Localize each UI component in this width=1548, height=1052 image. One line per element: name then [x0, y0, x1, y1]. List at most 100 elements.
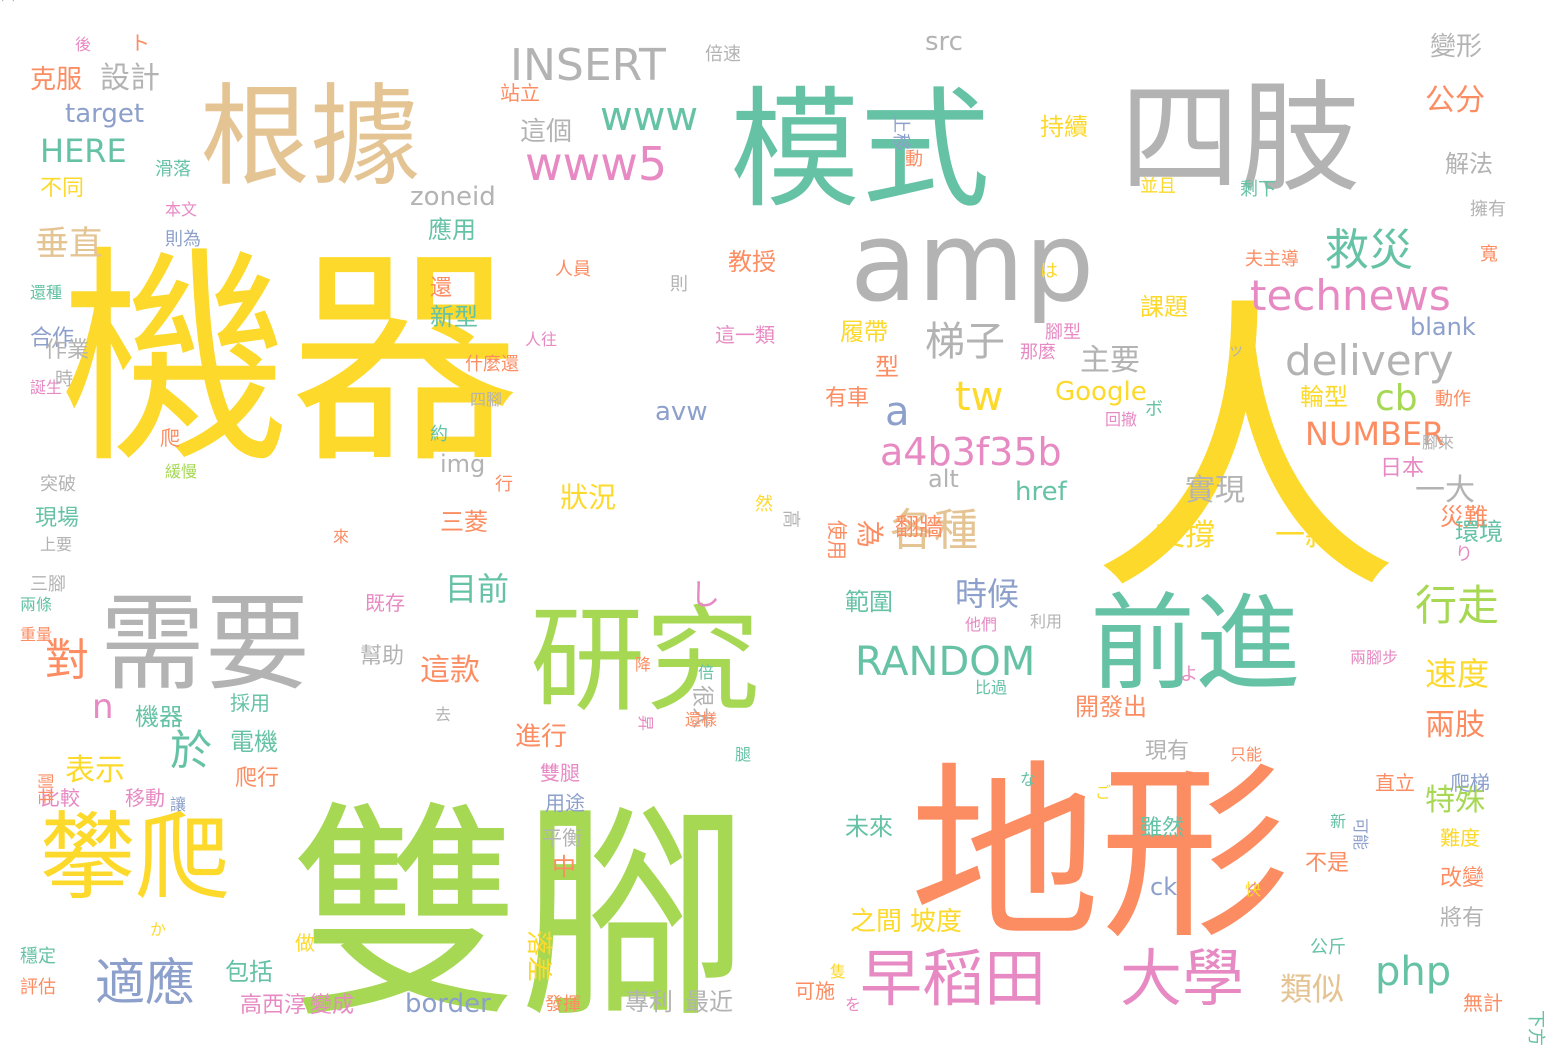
cloud-word: 模式: [730, 74, 990, 226]
cloud-word: zoneid: [410, 182, 496, 212]
cloud-word: し: [690, 578, 720, 613]
cloud-word: 新: [1330, 812, 1346, 831]
cloud-word: 兩肢: [1425, 708, 1485, 743]
cloud-word: 持續: [1040, 113, 1088, 141]
cloud-word: 速度: [1425, 655, 1489, 693]
cloud-word: amp: [850, 198, 1094, 326]
cloud-word: 倍速: [705, 44, 741, 65]
cloud-word: 機器: [135, 703, 183, 731]
cloud-word: 來: [333, 527, 349, 546]
cloud-word: Google: [1055, 377, 1147, 407]
cloud-word: 時: [55, 369, 73, 390]
cloud-word: 改變: [1440, 866, 1484, 891]
cloud-word: 有車: [825, 386, 869, 411]
cloud-word: 變成: [310, 993, 354, 1018]
cloud-word: 為: [853, 520, 886, 548]
cloud-word: 什麼還: [465, 354, 519, 375]
cloud-word: ck: [1150, 873, 1177, 901]
cloud-word: 回撤: [1105, 410, 1137, 429]
cloud-word: 幫助: [360, 644, 404, 669]
cloud-word: NUMBER: [1305, 415, 1444, 453]
cloud-word: HERE: [40, 132, 127, 170]
cloud-word: 可施: [795, 979, 835, 1003]
cloud-word: 時候: [955, 575, 1019, 613]
cloud-word: 昇: [636, 715, 655, 731]
cloud-word: img: [440, 450, 485, 478]
cloud-word: 作業: [45, 338, 89, 363]
cloud-word: 移動: [125, 786, 165, 810]
cloud-word: 剩下: [1240, 179, 1276, 200]
cloud-word: 克服: [30, 65, 82, 95]
cloud-word: 大學: [1120, 942, 1244, 1015]
cloud-word: 利用: [1030, 612, 1062, 631]
cloud-word: 設計: [100, 61, 160, 96]
cloud-word: 爬梯: [1450, 771, 1490, 795]
cloud-word: 中: [552, 853, 576, 881]
cloud-word: 很大: [689, 685, 714, 729]
cloud-word: 進行: [515, 722, 567, 752]
cloud-word: 使用: [825, 520, 849, 560]
cloud-word: 未來: [845, 813, 893, 841]
cloud-word: 則: [670, 274, 688, 295]
cloud-word: 翻牆: [895, 513, 943, 541]
cloud-word: 落差: [523, 930, 553, 982]
cloud-word: 雙腿: [540, 761, 580, 785]
cloud-word: 不同: [40, 176, 84, 201]
cloud-word: 上移: [890, 115, 911, 151]
cloud-word: 救災: [1325, 225, 1413, 276]
cloud-word: 評估: [20, 977, 56, 998]
cloud-word: 可能: [1351, 818, 1370, 850]
cloud-word: 比較: [40, 786, 80, 810]
cloud-word: 狀況: [560, 481, 616, 514]
cloud-word: 上要: [40, 535, 72, 554]
cloud-word: 腳型: [1045, 322, 1081, 343]
cloud-word: border: [405, 989, 491, 1019]
cloud-word: 環境: [1455, 518, 1503, 546]
cloud-word: ら: [1180, 769, 1198, 790]
cloud-word: 高西淳: [240, 993, 306, 1018]
cloud-word: INSERT: [510, 40, 666, 91]
cloud-word: 教授: [728, 248, 776, 276]
cloud-word: 垂直: [35, 224, 103, 264]
cloud-word: 本文: [165, 200, 197, 219]
cloud-word: り: [1455, 544, 1473, 565]
cloud-word: ッ: [1228, 340, 1244, 359]
cloud-word: 平衡: [542, 826, 582, 850]
cloud-word: www: [600, 94, 698, 140]
cloud-word: 發揮: [545, 994, 581, 1015]
cloud-word: 開發出: [1075, 693, 1147, 721]
cloud-word: 日本: [1380, 456, 1424, 481]
cloud-word: 人員: [555, 259, 591, 280]
cloud-word: よ: [1180, 664, 1198, 685]
cloud-word: php: [1375, 949, 1451, 995]
cloud-word: 攀爬: [40, 803, 230, 913]
cloud-word: 約: [430, 424, 448, 445]
cloud-word: 型: [875, 353, 899, 381]
cloud-word: 人: [1090, 273, 1400, 634]
cloud-word: 三腳: [30, 574, 66, 595]
cloud-word: 災難: [1440, 503, 1488, 531]
cloud-word: 範圍: [845, 588, 893, 616]
cloud-word: は: [1040, 261, 1058, 282]
cloud-word: 行: [495, 474, 513, 495]
cloud-word: 那麼: [1020, 342, 1056, 363]
cloud-word: 特殊: [1425, 783, 1485, 818]
cloud-word: 爬: [160, 426, 180, 450]
cloud-word: 不是: [1305, 851, 1349, 876]
cloud-word: 採用: [230, 691, 270, 715]
cloud-word: 一款: [1275, 518, 1335, 553]
cloud-word: 行走: [1415, 581, 1499, 630]
cloud-word: 爬行: [235, 766, 279, 791]
cloud-word: 輪型: [1300, 383, 1348, 411]
cloud-word: 坡度: [910, 907, 962, 937]
cloud-word: 前進: [1090, 583, 1300, 705]
cloud-word: a: [885, 389, 910, 435]
cloud-word: href: [1015, 477, 1068, 507]
cloud-word: 則為: [165, 229, 201, 250]
cloud-word: 雖然: [1140, 816, 1184, 841]
cloud-word: 直立: [1375, 771, 1415, 795]
cloud-word: 現場: [35, 506, 79, 531]
cloud-word: く: [1245, 880, 1261, 899]
cloud-word: 難度: [1440, 826, 1480, 850]
cloud-word: 還種: [30, 283, 62, 302]
